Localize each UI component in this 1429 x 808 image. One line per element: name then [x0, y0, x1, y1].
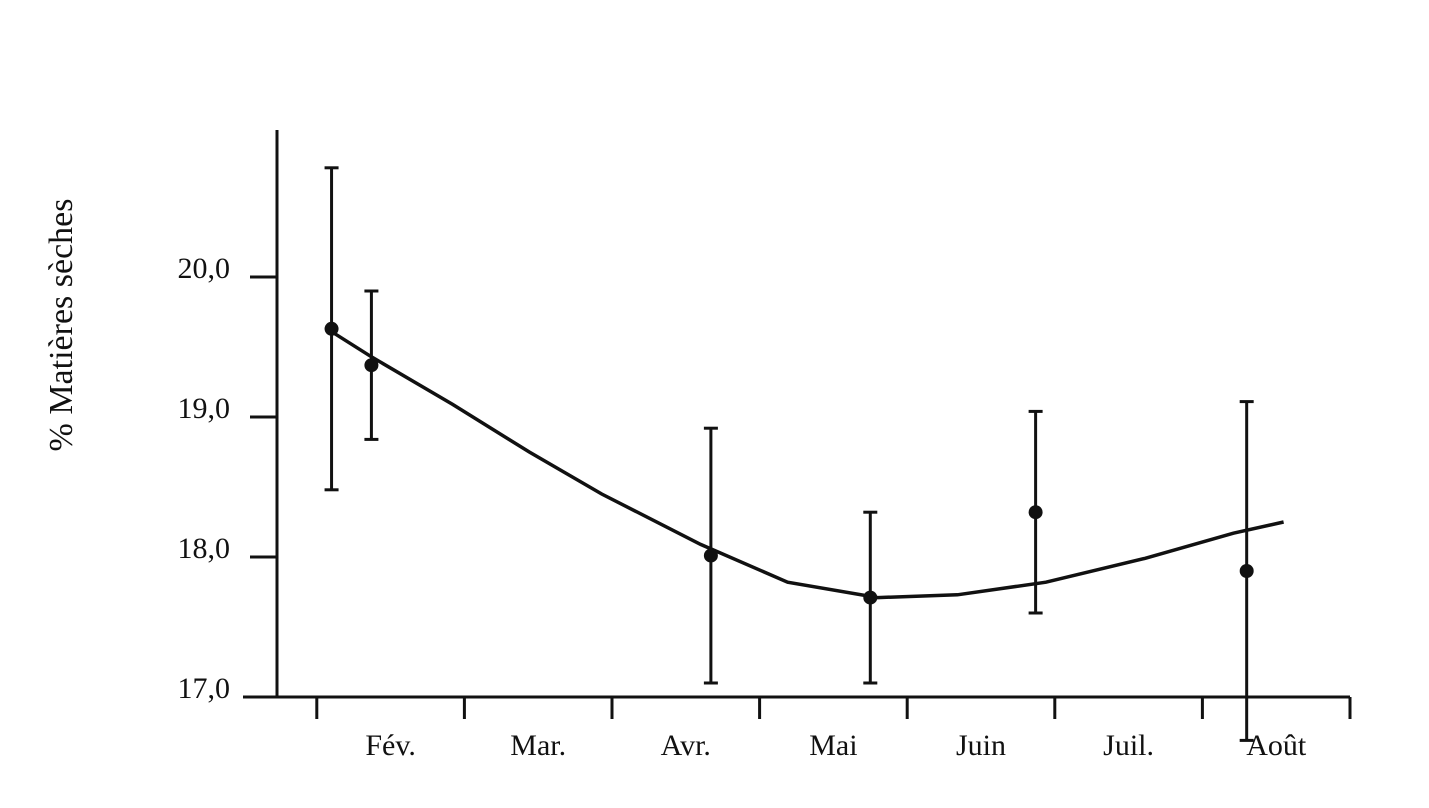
data-point: [324, 321, 339, 336]
data-point: [1028, 505, 1043, 520]
data-point: [863, 590, 878, 605]
x-tick-label: Mar.: [510, 729, 566, 762]
y-tick-label: 20,0: [178, 252, 231, 285]
x-tick-label: Juin: [956, 729, 1006, 762]
y-tick-label: 17,0: [178, 672, 231, 705]
data-point: [364, 358, 379, 373]
y-axis-label: % Matières sèches: [43, 198, 80, 451]
x-tick-label: Mai: [809, 729, 857, 762]
y-tick-label: 18,0: [178, 532, 231, 565]
x-tick-label: Fév.: [365, 729, 416, 762]
y-tick-label: 19,0: [178, 392, 231, 425]
x-tick-label: Juil.: [1103, 729, 1154, 762]
x-tick-label: Août: [1246, 729, 1307, 762]
data-point: [703, 548, 718, 563]
trend-curve: [326, 327, 1284, 600]
x-tick-label: Avr.: [661, 729, 711, 762]
data-point: [1239, 564, 1254, 578]
